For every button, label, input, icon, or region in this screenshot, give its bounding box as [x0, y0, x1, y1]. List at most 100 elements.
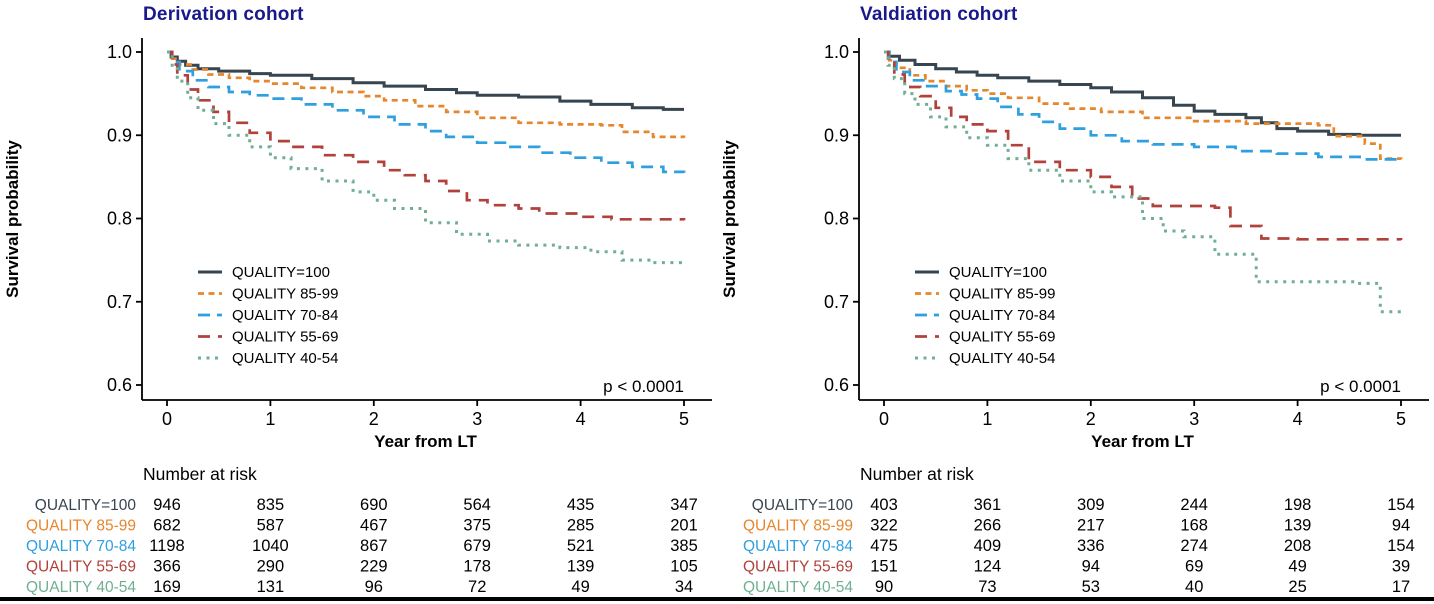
legend-label-quality-55-69: QUALITY 55-69 [949, 329, 1055, 346]
y-tick-label: 0.8 [107, 209, 132, 229]
risk-count-quality-85-99-t5: 94 [1392, 517, 1410, 535]
legend-label-quality-70-84: QUALITY 70-84 [949, 307, 1055, 324]
risk-count-quality-100-t2: 690 [360, 496, 388, 514]
legend-label-quality-40-54: QUALITY 40-54 [949, 350, 1055, 367]
risk-count-quality-85-99-t4: 139 [1284, 517, 1312, 535]
risk-count-quality-70-84-t0: 1198 [149, 537, 184, 555]
risk-row-label-quality-100: QUALITY=100 [35, 497, 137, 514]
risk-count-quality-70-84-t2: 867 [360, 537, 388, 555]
risk-count-quality-70-84-t1: 1040 [252, 537, 289, 555]
risk-row-label-quality-70-84: QUALITY 70-84 [26, 538, 136, 555]
x-tick-label: 1 [265, 409, 275, 429]
risk-count-quality-100-t2: 309 [1077, 496, 1105, 514]
risk-count-quality-100-t3: 244 [1180, 496, 1208, 514]
risk-count-quality-55-69-t3: 69 [1185, 558, 1203, 576]
legend-label-quality-70-84: QUALITY 70-84 [232, 307, 338, 324]
risk-count-quality-85-99-t1: 266 [974, 517, 1002, 535]
risk-count-quality-85-99-t3: 375 [463, 517, 491, 535]
y-tick-label: 1.0 [824, 42, 849, 62]
risk-count-quality-40-54-t0: 169 [153, 578, 181, 596]
risk-row-label-quality-100: QUALITY=100 [752, 497, 854, 514]
y-tick-label: 0.8 [824, 209, 849, 229]
risk-count-quality-40-54-t4: 25 [1288, 578, 1306, 596]
x-tick-label: 4 [1293, 409, 1303, 429]
risk-table-title: Number at risk [143, 464, 257, 484]
y-tick-label: 0.7 [824, 292, 849, 312]
risk-count-quality-85-99-t4: 285 [567, 517, 595, 535]
panel-validation: 1.0 0.9 0.8 0.7 0.6 0 1 2 3 4 5 Year from LT Surviva… [717, 0, 1434, 604]
panel-title-derivation: Derivation cohort [143, 4, 304, 25]
x-tick-label: 0 [879, 409, 889, 429]
y-axis-title: Survival probability [720, 140, 739, 298]
panel-title-validation: Valdiation cohort [860, 4, 1018, 25]
risk-count-quality-55-69-t3: 178 [463, 558, 491, 576]
x-tick-label: 3 [472, 409, 482, 429]
km-curve-quality-100 [884, 50, 1401, 137]
risk-count-quality-55-69-t1: 124 [974, 558, 1002, 576]
legend-label-quality-100: QUALITY=100 [949, 264, 1047, 281]
risk-row-label-quality-85-99: QUALITY 85-99 [26, 518, 136, 535]
risk-count-quality-85-99-t2: 217 [1077, 517, 1105, 535]
km-curve-quality-85-99 [167, 50, 686, 139]
y-tick-label: 1.0 [107, 42, 132, 62]
x-tick-label: 5 [1396, 409, 1406, 429]
risk-count-quality-40-54-t2: 96 [365, 578, 383, 596]
km-curve-quality-70-84 [884, 50, 1401, 161]
risk-row-label-quality-40-54: QUALITY 40-54 [26, 579, 136, 596]
x-tick-label: 2 [1086, 409, 1096, 429]
risk-count-quality-70-84-t1: 409 [974, 537, 1002, 555]
risk-count-quality-55-69-t1: 290 [257, 558, 285, 576]
km-curve-quality-55-69 [167, 50, 686, 221]
risk-count-quality-85-99-t3: 168 [1180, 517, 1208, 535]
panel-derivation: 1.0 0.9 0.8 0.7 0.6 0 1 2 3 4 5 Year from LT Surviva… [3, 4, 712, 596]
risk-count-quality-100-t1: 361 [974, 496, 1002, 514]
risk-count-quality-85-99-t1: 587 [257, 517, 285, 535]
risk-count-quality-70-84-t0: 475 [870, 537, 898, 555]
risk-row-label-quality-40-54: QUALITY 40-54 [743, 579, 853, 596]
risk-count-quality-85-99-t5: 201 [670, 517, 698, 535]
x-tick-label: 3 [1189, 409, 1199, 429]
y-tick-label: 0.9 [107, 125, 132, 145]
risk-count-quality-70-84-t5: 154 [1387, 537, 1415, 555]
km-curve-quality-55-69 [884, 50, 1403, 241]
risk-count-quality-100-t0: 403 [870, 496, 898, 514]
risk-count-quality-70-84-t3: 679 [463, 537, 491, 555]
risk-count-quality-55-69-t5: 105 [670, 558, 698, 576]
risk-count-quality-70-84-t5: 385 [670, 537, 698, 555]
risk-count-quality-40-54-t3: 40 [1185, 578, 1203, 596]
risk-count-quality-100-t4: 435 [567, 496, 595, 514]
risk-count-quality-40-54-t4: 49 [571, 578, 589, 596]
risk-count-quality-40-54-t5: 34 [675, 578, 693, 596]
risk-count-quality-55-69-t5: 39 [1392, 558, 1410, 576]
y-tick-label: 0.7 [107, 292, 132, 312]
risk-count-quality-85-99-t2: 467 [360, 517, 388, 535]
y-tick-label: 0.9 [824, 125, 849, 145]
p-value-annotation: p < 0.0001 [603, 377, 684, 396]
km-curve-quality-40-54 [167, 50, 686, 265]
risk-count-quality-100-t1: 835 [257, 496, 285, 514]
legend-label-quality-55-69: QUALITY 55-69 [232, 329, 338, 346]
km-curve-quality-70-84 [167, 50, 686, 174]
x-tick-label: 0 [162, 409, 172, 429]
risk-count-quality-100-t5: 347 [670, 496, 698, 514]
risk-count-quality-40-54-t3: 72 [468, 578, 486, 596]
risk-count-quality-40-54-t5: 17 [1392, 578, 1410, 596]
risk-count-quality-70-84-t4: 521 [567, 537, 595, 555]
risk-count-quality-100-t4: 198 [1284, 496, 1312, 514]
risk-count-quality-40-54-t1: 131 [257, 578, 285, 596]
risk-count-quality-40-54-t1: 73 [978, 578, 996, 596]
risk-table-title: Number at risk [860, 464, 974, 484]
risk-count-quality-40-54-t2: 53 [1082, 578, 1100, 596]
risk-row-label-quality-70-84: QUALITY 70-84 [743, 538, 853, 555]
risk-row-label-quality-85-99: QUALITY 85-99 [743, 518, 853, 535]
legend-label-quality-100: QUALITY=100 [232, 264, 330, 281]
risk-count-quality-70-84-t4: 208 [1284, 537, 1312, 555]
legend-label-quality-40-54: QUALITY 40-54 [232, 350, 338, 367]
risk-count-quality-85-99-t0: 682 [153, 517, 181, 535]
risk-count-quality-55-69-t0: 151 [870, 558, 898, 576]
y-tick-label: 0.6 [824, 375, 849, 395]
risk-row-label-quality-55-69: QUALITY 55-69 [26, 559, 136, 576]
y-axis-title: Survival probability [3, 140, 22, 298]
legend-label-quality-85-99: QUALITY 85-99 [232, 286, 338, 303]
